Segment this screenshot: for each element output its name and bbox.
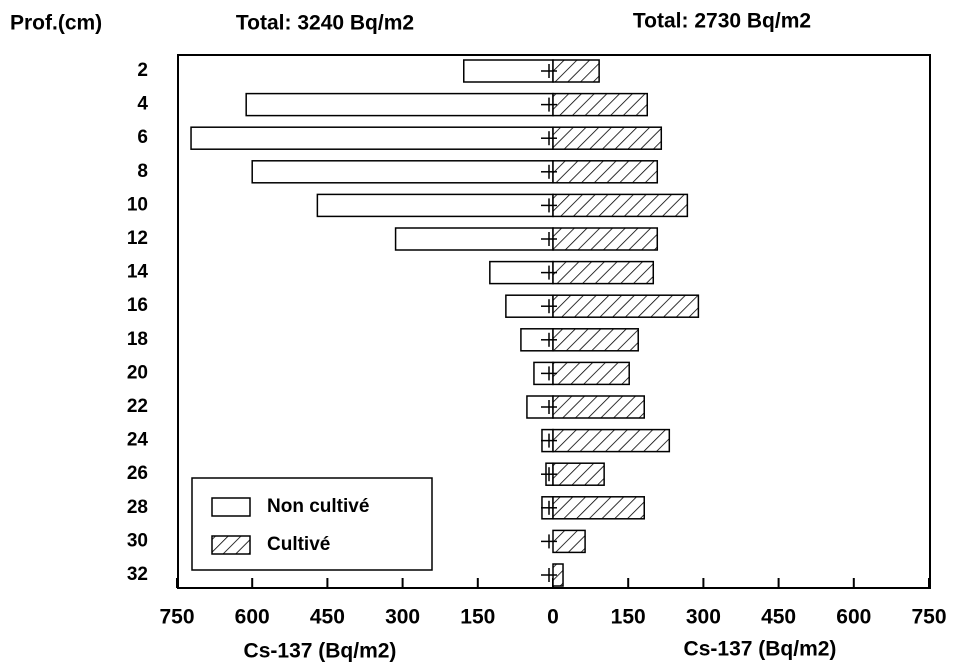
total-right: Total: 2730 Bq/m2 bbox=[633, 10, 811, 33]
legend-box bbox=[191, 477, 433, 571]
x-tick-label: 600 bbox=[836, 606, 871, 629]
legend-swatch bbox=[211, 497, 251, 517]
y-tick-label: 22 bbox=[127, 396, 148, 417]
y-tick-label: 4 bbox=[137, 94, 148, 115]
bar bbox=[552, 428, 671, 453]
y-tick-label: 30 bbox=[127, 530, 148, 551]
bar bbox=[552, 462, 605, 486]
y-tick-label: 10 bbox=[127, 194, 148, 215]
x-axis-label: Cs-137 (Bq/m2) bbox=[684, 638, 837, 661]
bar bbox=[245, 92, 554, 117]
y-tick-label: 16 bbox=[127, 295, 148, 316]
y-tick-label: 12 bbox=[127, 228, 148, 249]
bar bbox=[552, 294, 700, 318]
bar bbox=[552, 227, 659, 251]
x-tick-label: 450 bbox=[310, 606, 345, 629]
y-tick-label: 6 bbox=[137, 127, 148, 148]
y-tick-label: 2 bbox=[137, 60, 148, 81]
x-tick-label: 150 bbox=[611, 606, 646, 629]
x-tick-label: 750 bbox=[911, 606, 946, 629]
bar bbox=[552, 328, 639, 352]
bar bbox=[552, 361, 630, 386]
x-tick-label: 150 bbox=[460, 606, 495, 629]
x-tick-label: 600 bbox=[235, 606, 270, 629]
x-tick-label: 300 bbox=[686, 606, 721, 629]
y-tick-label: 26 bbox=[127, 463, 148, 484]
bar bbox=[552, 160, 659, 184]
bar bbox=[552, 59, 600, 83]
y-tick-label: 28 bbox=[127, 497, 148, 518]
bar bbox=[552, 395, 645, 419]
bar bbox=[552, 92, 649, 117]
bar bbox=[316, 193, 554, 218]
x-tick-label: 0 bbox=[547, 606, 559, 629]
bar bbox=[552, 529, 586, 554]
bar bbox=[190, 126, 554, 150]
y-tick-label: 18 bbox=[127, 329, 148, 350]
x-axis-label: Cs-137 (Bq/m2) bbox=[244, 640, 397, 663]
y-tick-label: 20 bbox=[127, 362, 148, 383]
y-tick-label: 14 bbox=[127, 262, 149, 283]
bar bbox=[552, 126, 663, 150]
bar bbox=[394, 227, 554, 251]
x-tick-label: 750 bbox=[159, 606, 194, 629]
bar bbox=[552, 193, 689, 218]
legend-label: Cultivé bbox=[267, 534, 330, 555]
y-axis-label: Prof.(cm) bbox=[10, 12, 102, 35]
x-tick-label: 300 bbox=[385, 606, 420, 629]
legend-swatch bbox=[211, 535, 251, 555]
y-tick-label: 24 bbox=[127, 430, 149, 451]
bar bbox=[251, 160, 554, 184]
x-tick-label: 450 bbox=[761, 606, 796, 629]
legend-label: Non cultivé bbox=[267, 496, 369, 517]
bar bbox=[552, 260, 655, 285]
total-left: Total: 3240 Bq/m2 bbox=[236, 12, 414, 35]
y-tick-label: 32 bbox=[127, 564, 148, 585]
bar bbox=[463, 59, 554, 83]
y-tick-label: 8 bbox=[137, 161, 148, 182]
bar bbox=[552, 496, 645, 520]
